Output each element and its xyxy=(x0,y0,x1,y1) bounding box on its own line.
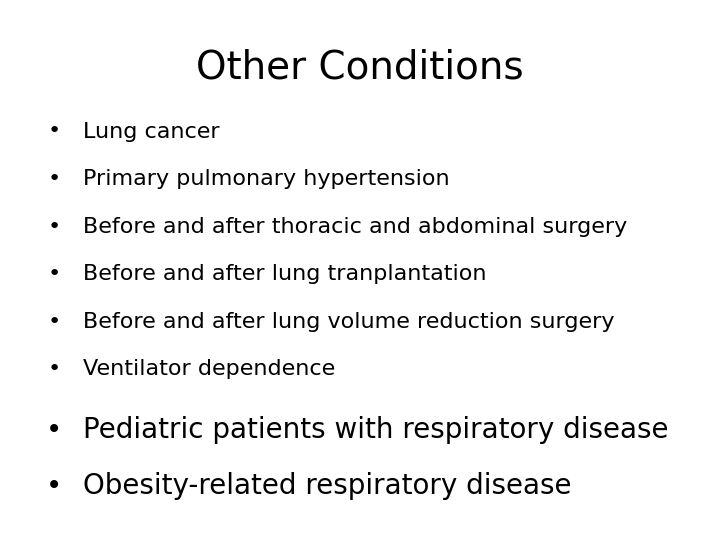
Text: •: • xyxy=(46,416,62,444)
Text: •: • xyxy=(46,472,62,501)
Text: •: • xyxy=(48,312,60,332)
Text: •: • xyxy=(48,359,60,379)
Text: Before and after lung volume reduction surgery: Before and after lung volume reduction s… xyxy=(83,312,614,332)
Text: Pediatric patients with respiratory disease: Pediatric patients with respiratory dise… xyxy=(83,416,668,444)
Text: Before and after lung tranplantation: Before and after lung tranplantation xyxy=(83,264,486,284)
Text: Primary pulmonary hypertension: Primary pulmonary hypertension xyxy=(83,169,449,189)
Text: Before and after thoracic and abdominal surgery: Before and after thoracic and abdominal … xyxy=(83,217,627,237)
Text: Ventilator dependence: Ventilator dependence xyxy=(83,359,335,379)
Text: Other Conditions: Other Conditions xyxy=(196,49,524,86)
Text: Lung cancer: Lung cancer xyxy=(83,122,220,141)
Text: •: • xyxy=(48,217,60,237)
Text: •: • xyxy=(48,122,60,141)
Text: •: • xyxy=(48,264,60,284)
Text: Obesity-related respiratory disease: Obesity-related respiratory disease xyxy=(83,472,571,501)
Text: •: • xyxy=(48,169,60,189)
